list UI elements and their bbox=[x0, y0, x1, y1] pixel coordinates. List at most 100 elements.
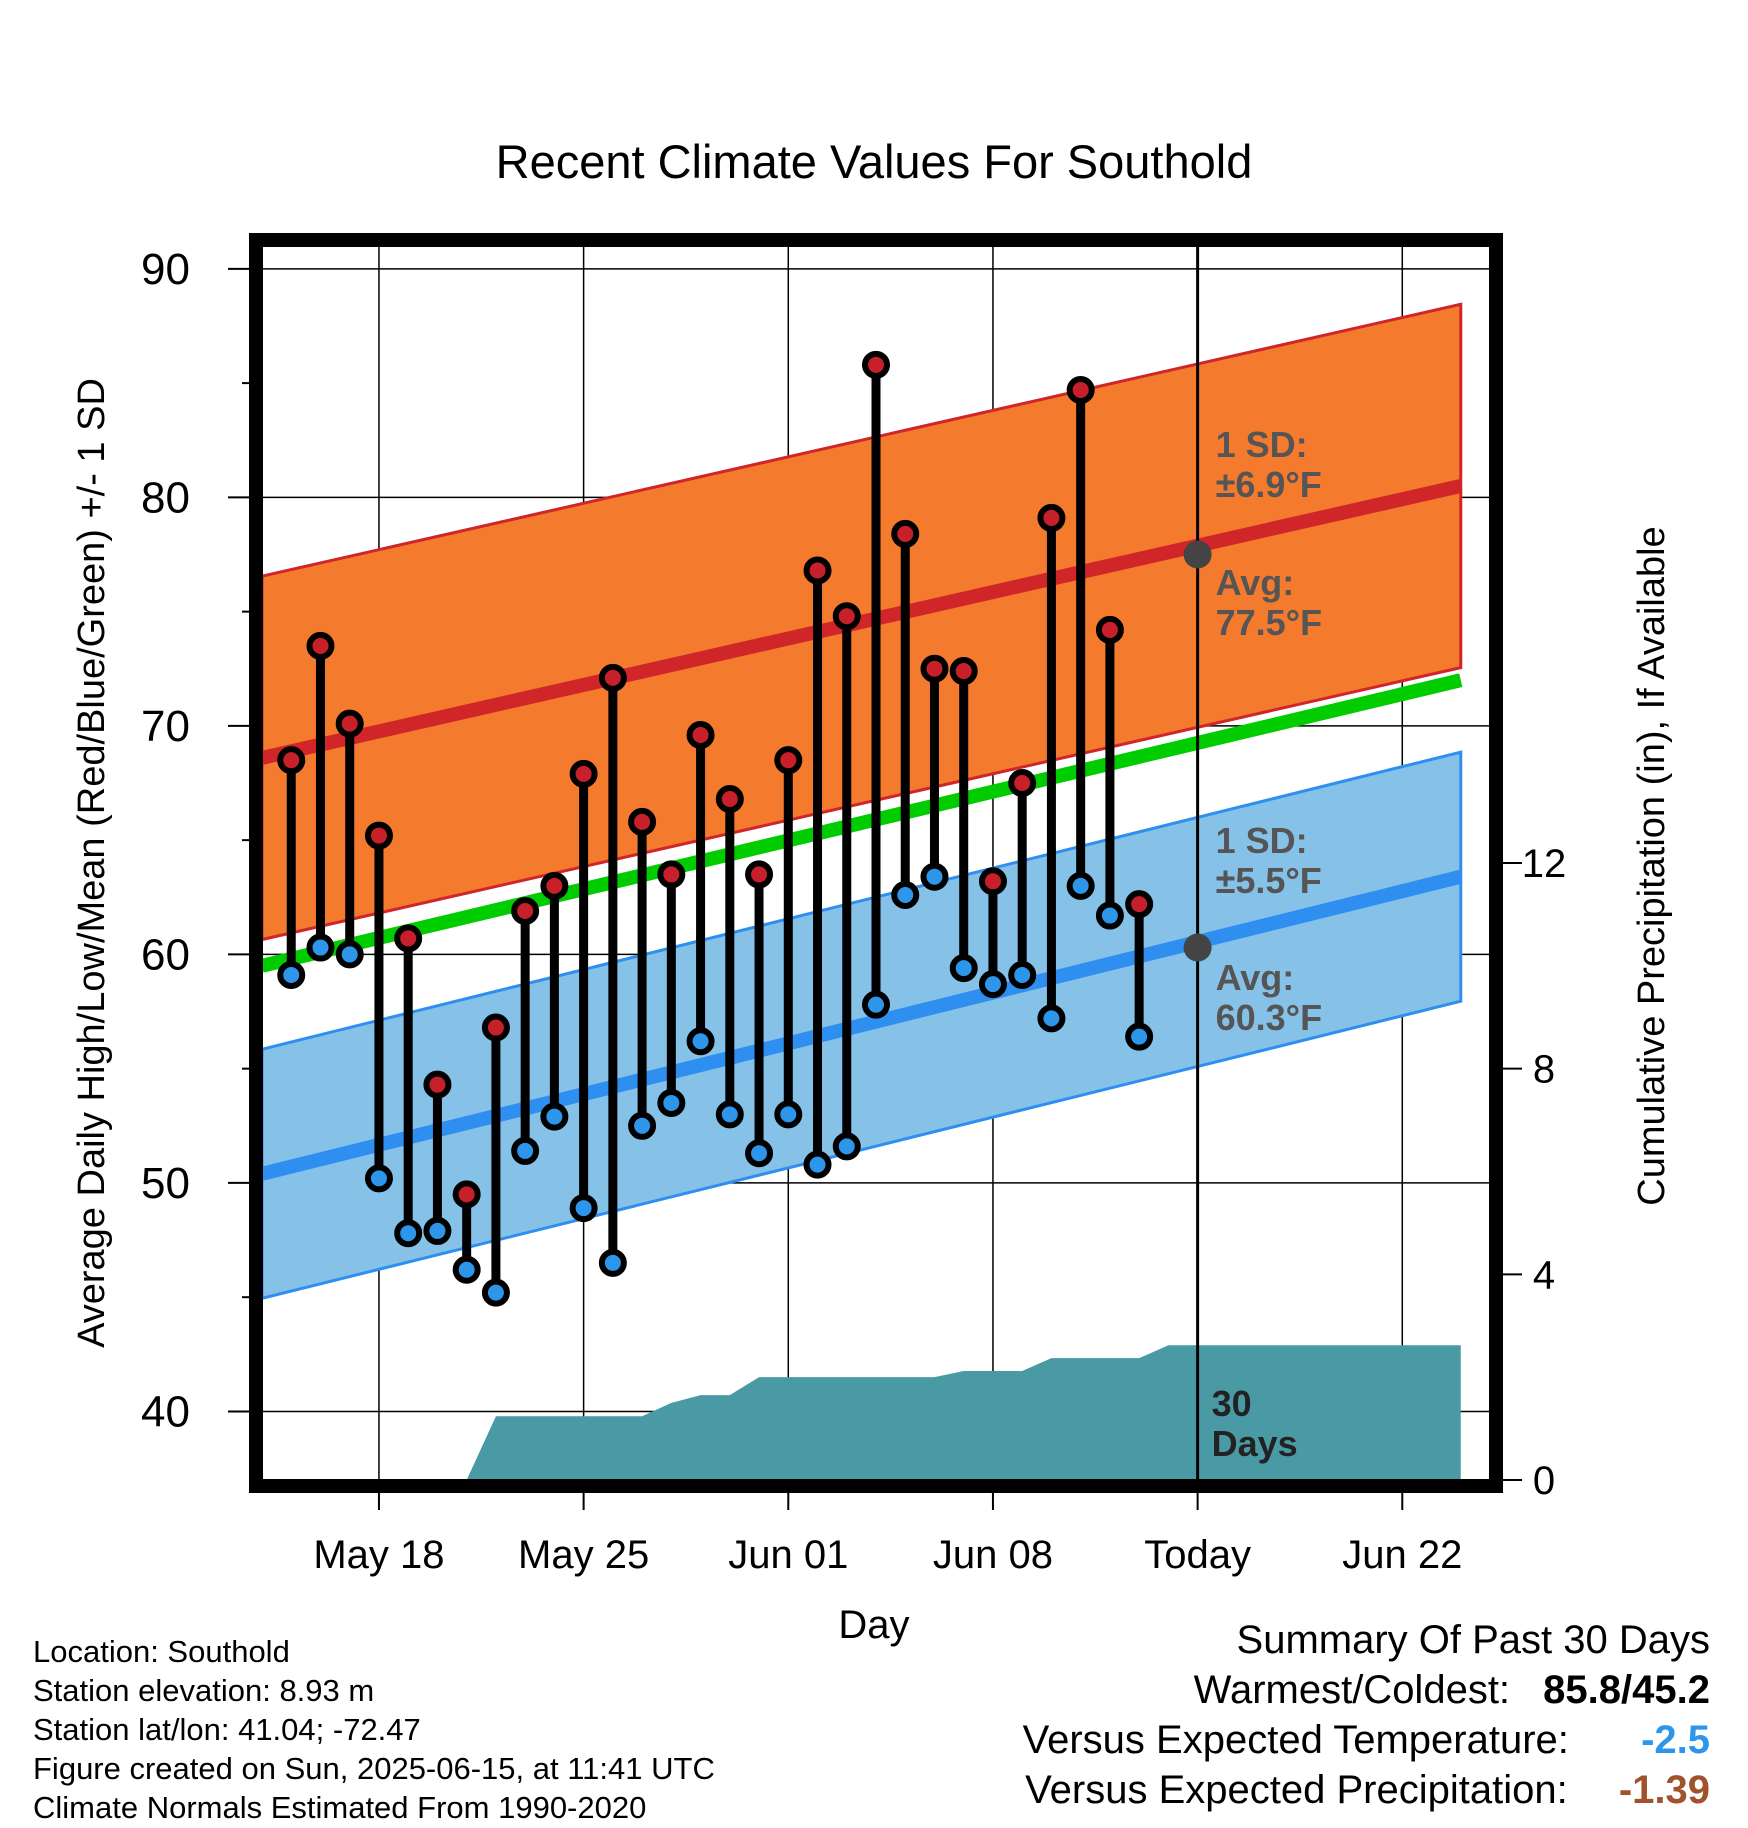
station-info: Location: Southold Station elevation: 8.… bbox=[33, 1632, 715, 1827]
daily-high-point bbox=[598, 663, 627, 692]
y2-axis-label: Cumulative Precipitation (in), If Availa… bbox=[1631, 526, 1673, 1205]
daily-low-point bbox=[1037, 1004, 1066, 1033]
daily-high-point bbox=[715, 785, 744, 814]
daily-low-point bbox=[540, 1102, 569, 1131]
daily-low-point bbox=[481, 1278, 510, 1307]
daily-high-point bbox=[862, 350, 890, 379]
daily-high-point bbox=[1066, 375, 1095, 404]
y-axis-label: Average Daily High/Low/Mean (Red/Blue/Gr… bbox=[71, 378, 113, 1348]
daily-high-point bbox=[657, 860, 686, 889]
daily-low-point bbox=[657, 1088, 686, 1117]
low-avg-annotation: Avg: 60.3°F bbox=[1216, 957, 1322, 1038]
x-axis-label: Day bbox=[838, 1603, 909, 1647]
daily-high-point bbox=[569, 759, 598, 788]
daily-high-point bbox=[628, 807, 657, 836]
daily-low-point bbox=[511, 1136, 540, 1165]
daily-high-point bbox=[394, 924, 423, 953]
y-tick-label: 40 bbox=[141, 1387, 190, 1436]
daily-low-point bbox=[745, 1139, 774, 1168]
daily-low-point bbox=[715, 1100, 744, 1129]
high-normal-line bbox=[262, 479, 1463, 765]
daily-low-point bbox=[423, 1216, 452, 1245]
warmest-value: 85.8/45.2 bbox=[1543, 1668, 1710, 1712]
daily-low-point bbox=[1095, 901, 1124, 930]
daily-low-point bbox=[364, 1164, 393, 1193]
warmest-row: Warmest/Coldest: 85.8/45.2 bbox=[1023, 1665, 1710, 1715]
y-tick-label: 80 bbox=[141, 473, 190, 522]
daily-low-point bbox=[920, 862, 949, 891]
daily-low-point bbox=[1066, 871, 1095, 900]
daily-high-point bbox=[774, 746, 803, 775]
x-tick-label: Today bbox=[1144, 1533, 1251, 1577]
daily-high-point bbox=[686, 721, 715, 750]
daily-low-point bbox=[335, 940, 364, 969]
summary-heading: Summary Of Past 30 Days bbox=[1236, 1618, 1710, 1662]
x-tick-label: Jun 22 bbox=[1342, 1533, 1462, 1577]
created-text: Figure created on Sun, 2025-06-15, at 11… bbox=[33, 1751, 715, 1786]
daily-high-point bbox=[364, 821, 393, 850]
daily-low-point bbox=[394, 1219, 423, 1248]
daily-high-point bbox=[335, 709, 364, 738]
precip-label: Versus Expected Precipitation: bbox=[1025, 1768, 1568, 1812]
daily-low-point bbox=[277, 960, 306, 989]
latlon-text: Station lat/lon: 41.04; -72.47 bbox=[33, 1712, 421, 1747]
chart-title: Recent Climate Values For Southold bbox=[496, 135, 1253, 188]
x-tick-label: Jun 01 bbox=[728, 1533, 848, 1577]
daily-high-point bbox=[803, 556, 832, 585]
daily-low-point bbox=[569, 1194, 598, 1223]
daily-low-point bbox=[803, 1150, 832, 1179]
temp-row: Versus Expected Temperature: -2.5 bbox=[1023, 1715, 1710, 1765]
daily-low-point bbox=[598, 1248, 627, 1277]
daily-high-point bbox=[452, 1180, 481, 1209]
daily-low-point bbox=[774, 1100, 803, 1129]
daily-high-point bbox=[511, 896, 540, 925]
y2-tick-label: 0 bbox=[1533, 1459, 1555, 1503]
temp-label: Versus Expected Temperature: bbox=[1022, 1718, 1569, 1762]
daily-high-point bbox=[1008, 769, 1037, 798]
daily-high-point bbox=[949, 657, 978, 686]
y2-tick-label: 8 bbox=[1533, 1048, 1555, 1092]
plot-frame bbox=[249, 233, 1503, 1493]
daily-high-point bbox=[277, 746, 306, 775]
precip-area bbox=[349, 1345, 1461, 1480]
plot-content bbox=[262, 246, 1490, 1480]
daily-high-point bbox=[920, 654, 949, 683]
x-tick-label: Jun 08 bbox=[933, 1533, 1053, 1577]
daily-low-point bbox=[832, 1132, 861, 1161]
today-low-avg-marker bbox=[1183, 933, 1212, 962]
y-tick-label: 60 bbox=[141, 930, 190, 979]
daily-low-point bbox=[949, 954, 978, 983]
mean-normal-line bbox=[262, 673, 1463, 973]
daily-low-point bbox=[862, 990, 890, 1019]
daily-low-point bbox=[1008, 960, 1037, 989]
normals-text: Climate Normals Estimated From 1990-2020 bbox=[33, 1790, 647, 1825]
location-text: Location: Southold bbox=[33, 1634, 290, 1669]
temp-value: -2.5 bbox=[1641, 1718, 1710, 1762]
daily-low-point bbox=[891, 880, 920, 909]
daily-low-point bbox=[306, 933, 335, 962]
daily-high-point bbox=[1037, 503, 1066, 532]
daily-high-point bbox=[832, 602, 861, 631]
y-tick-label: 50 bbox=[141, 1159, 190, 1208]
daily-high-point bbox=[891, 519, 920, 548]
high-sd-annotation: 1 SD: ±6.9°F bbox=[1216, 424, 1322, 505]
precip-value: -1.39 bbox=[1618, 1768, 1710, 1812]
today-high-avg-marker bbox=[1183, 540, 1212, 569]
x-tick-label: May 18 bbox=[313, 1533, 444, 1577]
daily-high-point bbox=[423, 1070, 452, 1099]
plot-area bbox=[262, 246, 1490, 1480]
y-tick-label: 70 bbox=[141, 702, 190, 751]
plot-overlay: 1 SD: ±6.9°F Avg: 77.5°F 1 SD: ±5.5°F Avg: 60.3… bbox=[141, 233, 1566, 1577]
daily-high-point bbox=[978, 867, 1007, 896]
precip-row: Versus Expected Precipitation: -1.39 bbox=[1023, 1765, 1710, 1815]
y2-tick-label: 4 bbox=[1533, 1253, 1555, 1297]
y-tick-label: 90 bbox=[141, 245, 190, 294]
daily-high-point bbox=[306, 631, 335, 660]
daily-high-point bbox=[540, 871, 569, 900]
summary-panel: Summary Of Past 30 Days Warmest/Coldest:… bbox=[1023, 1615, 1710, 1815]
low-normal-line bbox=[262, 869, 1463, 1181]
x-tick-label: May 25 bbox=[518, 1533, 649, 1577]
warmest-label: Warmest/Coldest: bbox=[1193, 1668, 1511, 1712]
daily-low-point bbox=[978, 970, 1007, 999]
